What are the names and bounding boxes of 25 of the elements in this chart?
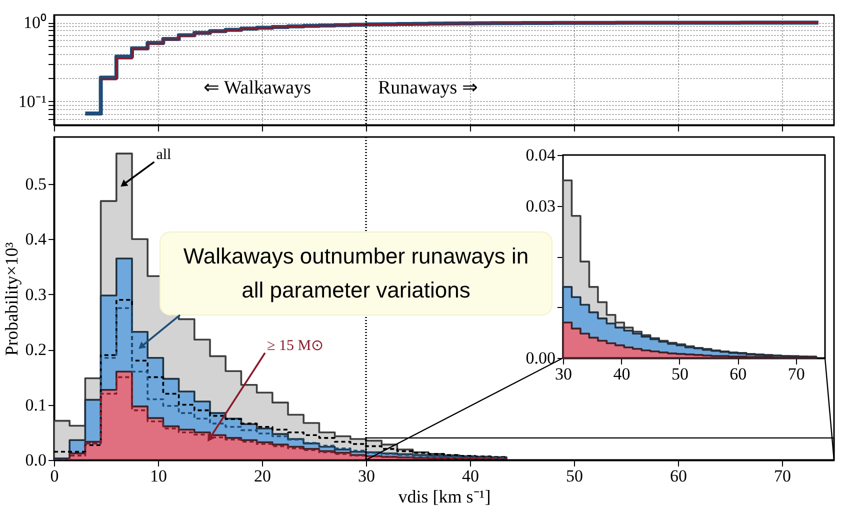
annotation: all	[156, 146, 172, 163]
y-tick-label: 10⁻¹	[18, 92, 46, 111]
x-tick-label: 40	[462, 466, 479, 486]
x-tick-label: 30	[358, 466, 375, 486]
annotation: Runaways ⇒	[378, 78, 478, 99]
x-tick-label: 60	[670, 466, 687, 486]
y-tick-label: 0.04	[526, 146, 556, 164]
x-tick-label: 0	[50, 466, 59, 486]
y-tick-label: 0.0	[25, 450, 46, 470]
annotation: Walkaways outnumber runaways in all parameter variations	[183, 244, 529, 302]
x-tick-label: 70	[774, 466, 791, 486]
y-axis-title: Probability×10³	[1, 242, 22, 356]
y-tick-label: 0.4	[25, 230, 47, 249]
annotation: ⇐ Walkaways	[203, 78, 311, 99]
y-tick-label: 0.3	[25, 284, 46, 304]
y-tick-label: 0.5	[25, 174, 46, 194]
y-tick-label: 10⁰	[24, 13, 46, 32]
x-tick-label: 10	[150, 466, 167, 486]
x-axis-title: vdis [km s⁻¹]	[398, 486, 491, 506]
y-tick-label: 0.2	[25, 340, 46, 360]
x-tick-label: 50	[566, 466, 583, 486]
y-tick-label: 0.03	[526, 196, 556, 216]
y-tick-label: 0.1	[25, 395, 46, 414]
x-tick-label: 20	[254, 466, 271, 486]
annotation: ≥ 15 M⊙	[267, 338, 324, 354]
